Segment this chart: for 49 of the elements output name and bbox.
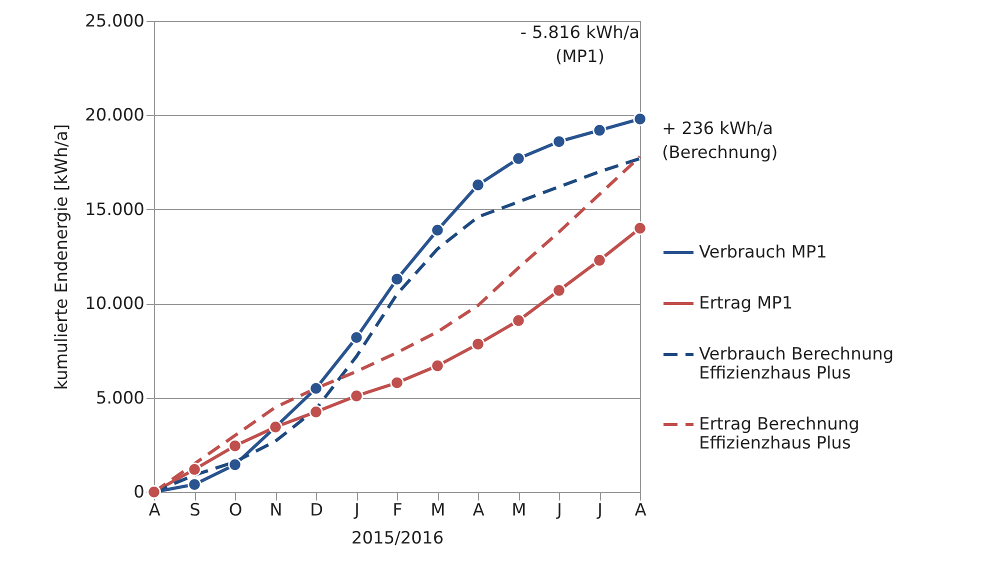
point <box>188 478 202 492</box>
point <box>228 458 242 472</box>
y-tick-label: 0 <box>134 482 144 502</box>
x-tick-label: A <box>472 500 485 520</box>
point <box>309 382 323 396</box>
x-tick-label: A <box>634 500 647 520</box>
point <box>552 284 566 298</box>
x-tick-label: N <box>270 500 282 520</box>
point <box>350 330 364 344</box>
point <box>471 178 485 192</box>
x-tick-label: J <box>596 500 603 520</box>
y-axis-title: kumulierte Endenergie [kWh/a] <box>52 124 72 390</box>
y-tick-label: 20.000 <box>85 106 144 126</box>
x-tick-label: S <box>190 500 200 520</box>
point <box>430 223 444 237</box>
x-tick-label: D <box>310 500 324 520</box>
y-tick-label: 10.000 <box>85 294 144 314</box>
legend-label: Verbrauch Berechnung Effizienzhaus Plus <box>699 344 894 384</box>
x-tick-label: F <box>392 500 402 520</box>
annotation: - 5.816 kWh/a (MP1) <box>520 23 640 67</box>
point <box>350 389 364 403</box>
y-tick-label: 5.000 <box>96 388 144 408</box>
point <box>228 438 242 453</box>
x-tick-label: J <box>556 500 562 520</box>
point <box>390 376 404 390</box>
y-tick-label: 15.000 <box>85 200 144 220</box>
point <box>512 314 526 328</box>
point <box>592 123 606 138</box>
point <box>512 152 526 166</box>
x-tick-label: M <box>512 500 526 520</box>
x-tick-label: O <box>228 500 242 520</box>
point <box>592 253 606 268</box>
x-tick-label: M <box>430 500 446 520</box>
point <box>633 221 647 236</box>
legend-label: Ertrag MP1 <box>699 294 793 314</box>
x-tick-label: J <box>353 500 360 520</box>
legend-label: Verbrauch MP1 <box>699 242 827 262</box>
x-axis-title: 2015/2016 <box>351 528 444 548</box>
point <box>390 272 404 286</box>
text: + 236 kWh/a (Berechnung) <box>662 119 778 163</box>
point <box>309 405 323 419</box>
point <box>633 112 647 126</box>
legend-label: Ertrag Berechnung Effizienzhaus Plus <box>699 414 860 454</box>
point <box>430 358 444 373</box>
point <box>471 337 485 351</box>
y-tick-label: 25.000 <box>85 12 144 32</box>
point <box>188 462 202 476</box>
x-tick-label: A <box>148 500 161 520</box>
point <box>552 134 566 148</box>
